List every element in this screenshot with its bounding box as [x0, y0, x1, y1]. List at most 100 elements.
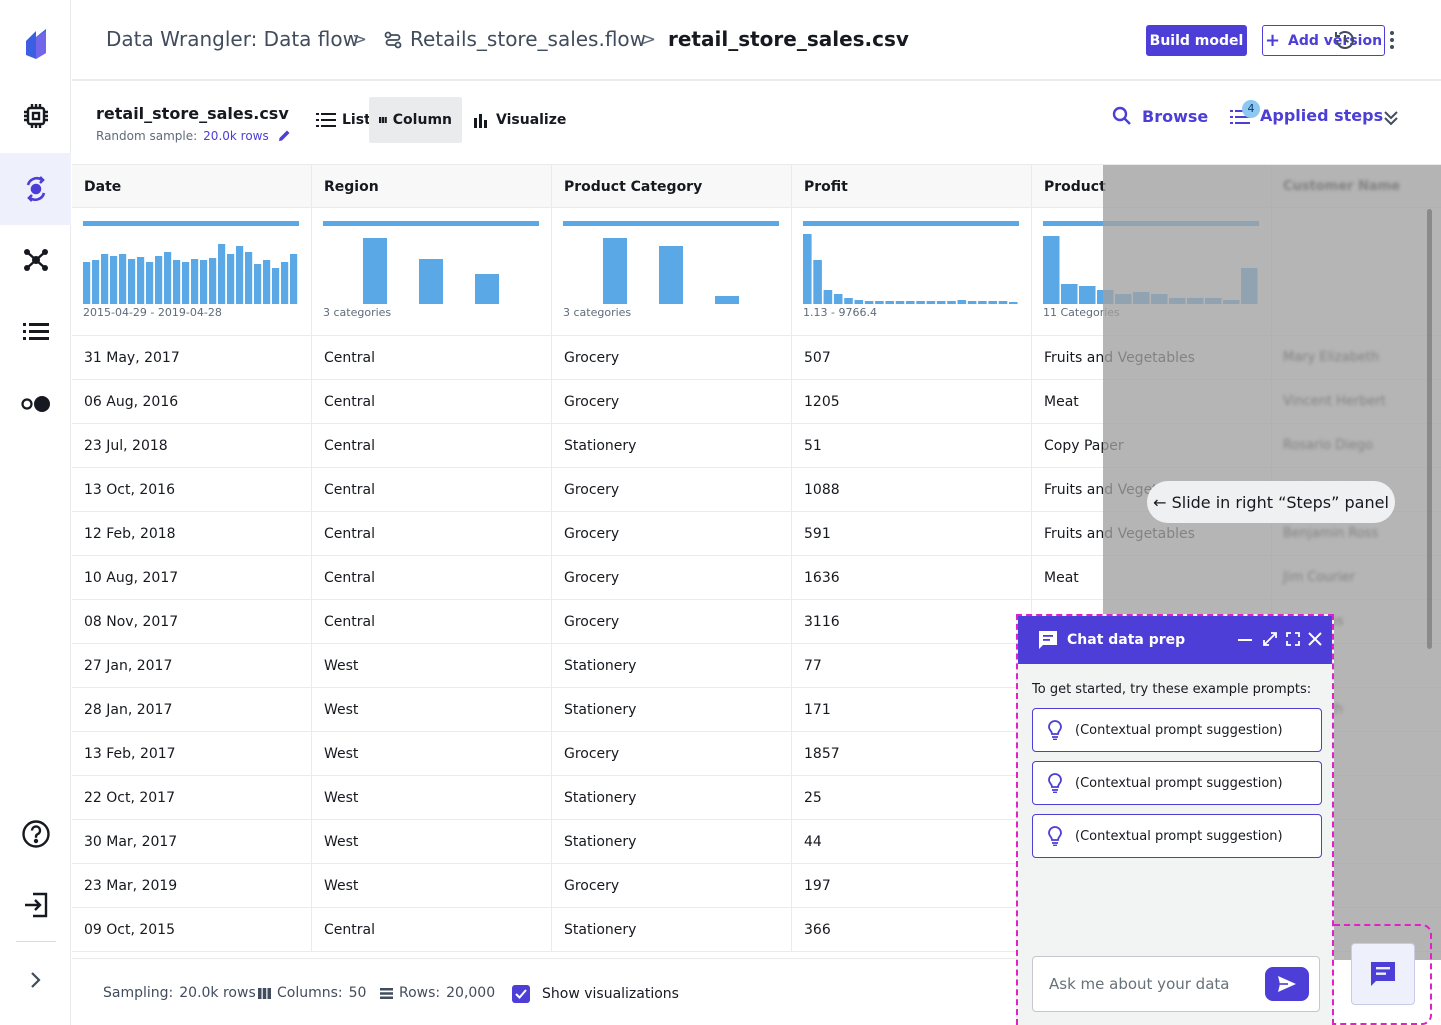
chat-input-placeholder: Ask me about your data [1049, 975, 1230, 993]
cell-product-category[interactable]: Grocery [552, 556, 792, 600]
cell-profit[interactable]: 1088 [792, 468, 1032, 512]
cell-date[interactable]: 23 Mar, 2019 [72, 864, 312, 908]
cell-date[interactable]: 08 Nov, 2017 [72, 600, 312, 644]
cell-profit[interactable]: 1636 [792, 556, 1032, 600]
view-visualize-button[interactable]: Visualize [464, 97, 576, 143]
data-wrangler-icon[interactable] [0, 153, 71, 225]
browse-button[interactable]: Browse [1112, 106, 1208, 126]
cell-region[interactable]: West [312, 732, 552, 776]
chip-icon[interactable] [0, 80, 71, 152]
cell-date[interactable]: 30 Mar, 2017 [72, 820, 312, 864]
exit-icon[interactable] [0, 869, 71, 941]
cell-product-category[interactable]: Stationery [552, 908, 792, 952]
graph-icon[interactable] [0, 224, 71, 296]
cell-product-category[interactable]: Stationery [552, 688, 792, 732]
cell-profit[interactable]: 197 [792, 864, 1032, 908]
cell-product-category[interactable]: Grocery [552, 864, 792, 908]
cell-product-category[interactable]: Stationery [552, 644, 792, 688]
chat-launcher-button[interactable] [1351, 943, 1415, 1005]
cell-date[interactable]: 09 Oct, 2015 [72, 908, 312, 952]
cell-region[interactable]: West [312, 688, 552, 732]
cell-date[interactable]: 06 Aug, 2016 [72, 380, 312, 424]
close-icon[interactable] [1308, 631, 1322, 650]
prompt-suggestion[interactable]: (Contextual prompt suggestion) [1032, 761, 1322, 805]
breadcrumb-data-flow[interactable]: Data Wrangler: Data flow [106, 27, 359, 51]
double-chevron-down-icon[interactable] [1384, 110, 1398, 130]
logo-icon[interactable] [0, 8, 71, 80]
show-visualizations-toggle[interactable]: Show visualizations [512, 985, 679, 1003]
cell-product-category[interactable]: Grocery [552, 336, 792, 380]
column-header-region[interactable]: Region [312, 165, 552, 209]
fullscreen-icon[interactable] [1286, 631, 1300, 650]
cell-date[interactable]: 22 Oct, 2017 [72, 776, 312, 820]
cell-profit[interactable]: 77 [792, 644, 1032, 688]
cell-region[interactable]: Central [312, 600, 552, 644]
more-options-icon[interactable] [1390, 30, 1394, 54]
cell-region[interactable]: Central [312, 512, 552, 556]
breadcrumb-flow-file[interactable]: Retails_store_sales.flow [410, 27, 647, 51]
edit-icon[interactable] [278, 129, 291, 145]
cell-region[interactable]: Central [312, 424, 552, 468]
expand-icon[interactable] [0, 944, 71, 1016]
sample-rows-link[interactable]: 20.0k rows [203, 129, 269, 143]
toggle-icon[interactable] [0, 368, 71, 440]
cell-profit[interactable]: 1205 [792, 380, 1032, 424]
cell-date[interactable]: 10 Aug, 2017 [72, 556, 312, 600]
cell-product-category[interactable]: Grocery [552, 468, 792, 512]
column-header-date[interactable]: Date [72, 165, 312, 209]
cell-product-category[interactable]: Stationery [552, 820, 792, 864]
cell-profit[interactable]: 51 [792, 424, 1032, 468]
show-visualizations-checkbox[interactable] [512, 985, 530, 1003]
view-list-button[interactable]: List [306, 97, 381, 143]
prompt-suggestion[interactable]: (Contextual prompt suggestion) [1032, 708, 1322, 752]
cell-product-category[interactable]: Grocery [552, 380, 792, 424]
applied-steps-button[interactable]: 4 Applied steps [1230, 99, 1383, 125]
add-version-button[interactable]: + Add version [1262, 25, 1385, 56]
cell-profit[interactable]: 25 [792, 776, 1032, 820]
minimize-icon[interactable] [1238, 631, 1252, 650]
history-icon[interactable] [1334, 29, 1356, 55]
cell-date[interactable]: 27 Jan, 2017 [72, 644, 312, 688]
overlay-scrollbar[interactable] [1427, 209, 1432, 649]
cell-region[interactable]: West [312, 776, 552, 820]
cell-profit[interactable]: 44 [792, 820, 1032, 864]
cell-product-category[interactable]: Grocery [552, 732, 792, 776]
cell-product-category[interactable]: Stationery [552, 776, 792, 820]
cell-profit[interactable]: 1857 [792, 732, 1032, 776]
list-icon[interactable] [0, 296, 71, 368]
cell-profit[interactable]: 3116 [792, 600, 1032, 644]
prompt-suggestion[interactable]: (Contextual prompt suggestion) [1032, 814, 1322, 858]
cell-date[interactable]: 12 Feb, 2018 [72, 512, 312, 556]
cell-date[interactable]: 28 Jan, 2017 [72, 688, 312, 732]
cell-product-category[interactable]: Stationery [552, 424, 792, 468]
cell-profit[interactable]: 507 [792, 336, 1032, 380]
histogram-bar [947, 301, 956, 304]
cell-profit[interactable]: 366 [792, 908, 1032, 952]
cell-product-category[interactable]: Grocery [552, 600, 792, 644]
send-button[interactable] [1265, 967, 1309, 1001]
sample-info: Random sample: 20.0k rows [96, 129, 291, 145]
cell-profit[interactable]: 171 [792, 688, 1032, 732]
column-header-product-category[interactable]: Product Category [552, 165, 792, 209]
build-model-button[interactable]: Build model [1146, 25, 1247, 56]
cell-date[interactable]: 13 Feb, 2017 [72, 732, 312, 776]
column-header-profit[interactable]: Profit [792, 165, 1032, 209]
cell-region[interactable]: West [312, 820, 552, 864]
cell-region[interactable]: Central [312, 908, 552, 952]
cell-region[interactable]: Central [312, 336, 552, 380]
chat-input[interactable]: Ask me about your data [1032, 956, 1320, 1012]
cell-product-category[interactable]: Grocery [552, 512, 792, 556]
cell-region[interactable]: Central [312, 380, 552, 424]
cell-date[interactable]: 31 May, 2017 [72, 336, 312, 380]
cell-region[interactable]: West [312, 864, 552, 908]
help-icon[interactable] [0, 798, 71, 870]
cell-region[interactable]: Central [312, 556, 552, 600]
cell-date[interactable]: 23 Jul, 2018 [72, 424, 312, 468]
cell-region[interactable]: West [312, 644, 552, 688]
view-column-button[interactable]: Column [369, 97, 462, 143]
add-version-label: Add version [1288, 32, 1383, 49]
cell-date[interactable]: 13 Oct, 2016 [72, 468, 312, 512]
pop-out-icon[interactable] [1263, 631, 1277, 650]
cell-region[interactable]: Central [312, 468, 552, 512]
cell-profit[interactable]: 591 [792, 512, 1032, 556]
